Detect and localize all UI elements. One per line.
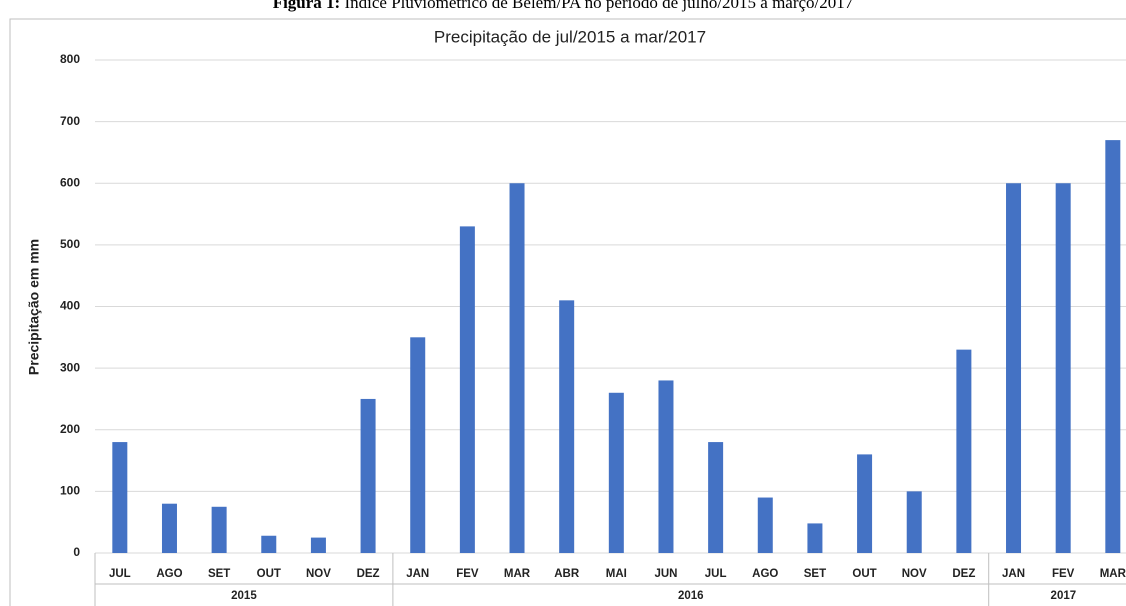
bar (410, 337, 426, 553)
chart-title: Precipitação de jul/2015 a mar/2017 (434, 27, 706, 46)
x-tick-label: MAR (1100, 568, 1126, 580)
x-tick-label: ABR (554, 568, 580, 580)
y-tick-label: 700 (60, 114, 80, 128)
x-tick-label: DEZ (952, 568, 975, 580)
y-axis-label: Precipitação em mm (26, 239, 42, 375)
y-tick-label: 800 (60, 52, 80, 66)
x-tick-label: SET (804, 568, 826, 580)
bar (757, 497, 773, 553)
x-tick-label: JAN (1002, 568, 1025, 580)
x-tick-label: DEZ (357, 568, 380, 580)
x-tick-label: NOV (902, 568, 927, 580)
bar (708, 442, 724, 553)
chart-border (9, 18, 1126, 606)
bar (261, 535, 277, 553)
figure-caption: Figura 1: Índice Pluviométrico de Belém/… (273, 0, 854, 12)
x-tick-label: JAN (406, 568, 429, 580)
x-tick-label: NOV (306, 568, 331, 580)
y-tick-label: 200 (60, 422, 80, 436)
x-tick-label: AGO (752, 568, 778, 580)
caption-label: Figura 1: (273, 0, 341, 12)
x-tick-label: OUT (852, 568, 876, 580)
bar (559, 300, 575, 553)
caption-text: Índice Pluviométrico de Belém/PA no perí… (344, 0, 853, 12)
bar (459, 226, 475, 553)
bar (658, 380, 674, 553)
bar (1105, 140, 1121, 554)
bar (906, 491, 922, 553)
bar (857, 454, 873, 553)
y-tick-label: 0 (73, 545, 80, 559)
x-tick-label: FEV (456, 568, 479, 580)
bar (211, 506, 227, 553)
bar (161, 503, 177, 553)
x-tick-label: SET (208, 568, 230, 580)
bar (310, 537, 326, 553)
x-tick-label: MAI (606, 568, 627, 580)
group-label: 2017 (1051, 590, 1077, 602)
y-tick-label: 100 (60, 484, 80, 498)
bar (112, 442, 128, 553)
bar (956, 349, 972, 553)
x-tick-label: FEV (1052, 568, 1075, 580)
bar (1006, 183, 1022, 553)
x-tick-label: MAR (504, 568, 531, 580)
x-tick-label: JUL (109, 568, 131, 580)
group-label: 2015 (231, 590, 257, 602)
x-tick-label: JUN (654, 568, 677, 580)
y-tick-label: 400 (60, 299, 80, 313)
bar (807, 523, 823, 553)
y-tick-label: 300 (60, 360, 80, 374)
x-tick-label: JUL (705, 568, 727, 580)
y-tick-label: 500 (60, 237, 80, 251)
bar (360, 398, 376, 553)
bar (509, 183, 525, 553)
group-label: 2016 (678, 590, 704, 602)
x-tick-label: AGO (156, 568, 182, 580)
y-tick-label: 600 (60, 175, 80, 189)
bar (1055, 183, 1071, 553)
x-tick-label: OUT (257, 568, 281, 580)
bar (608, 392, 624, 553)
